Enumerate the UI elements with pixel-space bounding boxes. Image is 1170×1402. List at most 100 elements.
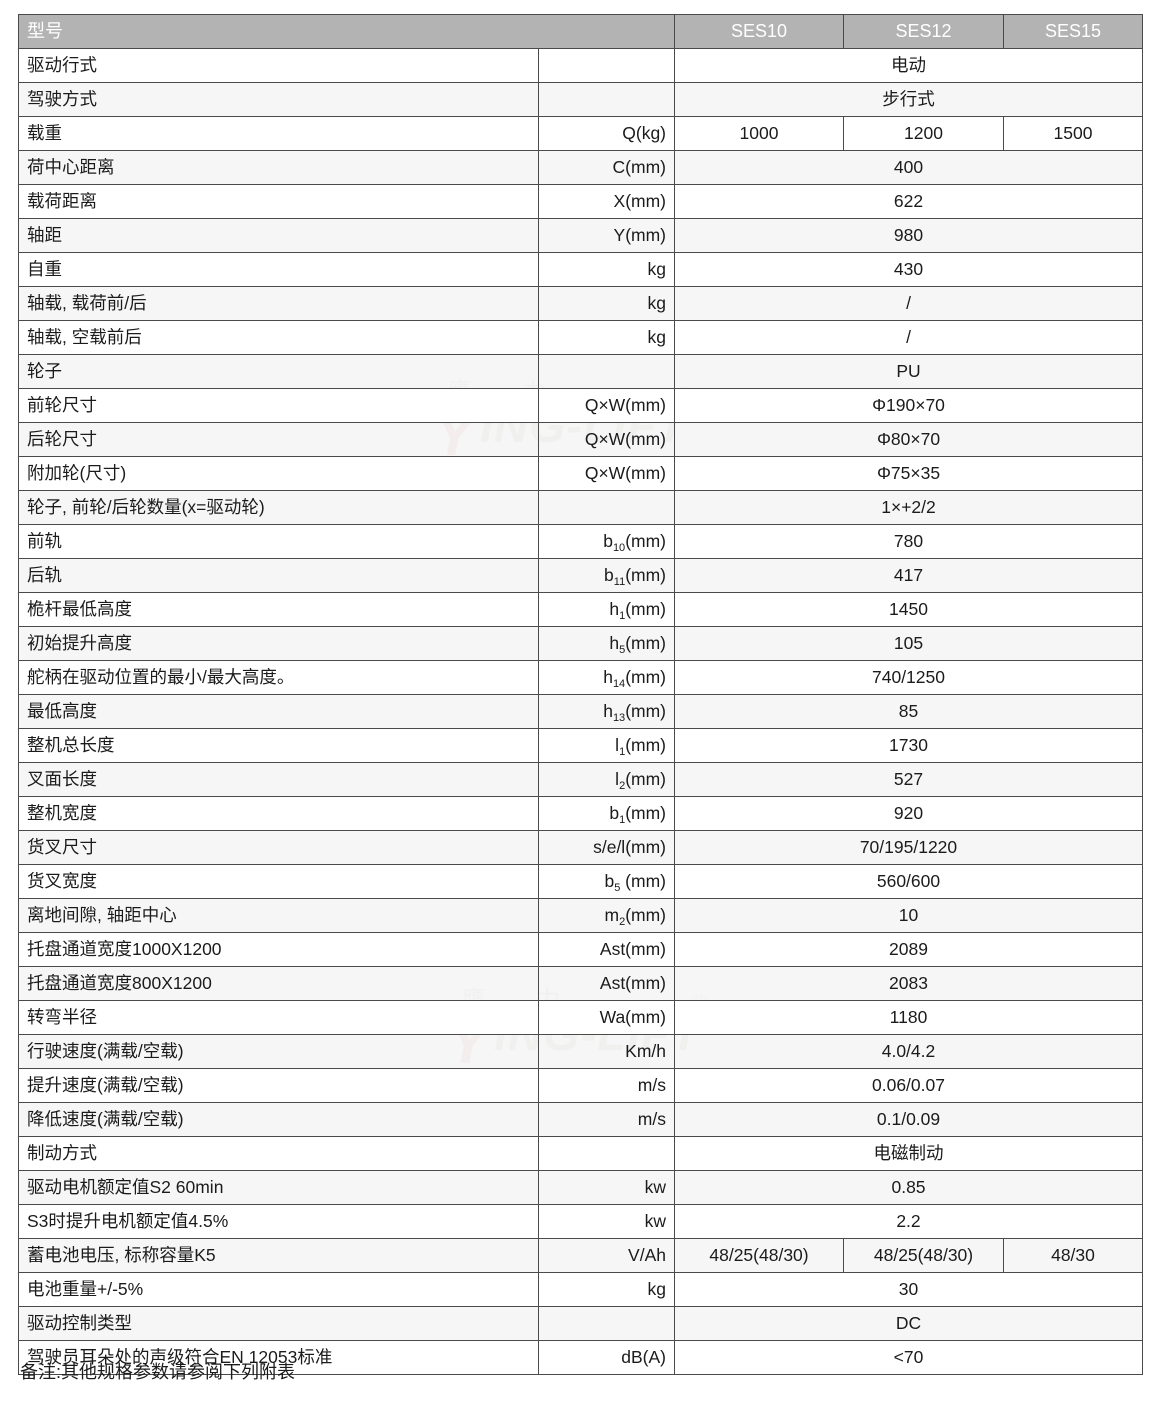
row-unit: Q×W(mm) bbox=[538, 456, 675, 491]
row-label: 托盘通道宽度800X1200 bbox=[18, 966, 539, 1001]
row-label: 载荷距离 bbox=[18, 184, 539, 219]
row-label: 自重 bbox=[18, 252, 539, 287]
header-model-1: SES10 bbox=[674, 14, 844, 49]
row-label: 后轨 bbox=[18, 558, 539, 593]
row-value-model-1: 48/25(48/30) bbox=[674, 1238, 844, 1273]
row-unit: Q(kg) bbox=[538, 116, 675, 151]
table-body: 型号 SES10 SES12 SES15 驱动行式 电动 驾驶方式 步行式 载重 Q(kg) 100… bbox=[18, 14, 1143, 1375]
row-value-all: 4.0/4.2 bbox=[674, 1034, 1143, 1069]
table-row: 货叉宽度 b5 (mm) 560/600 bbox=[18, 864, 1143, 899]
row-value-all: 527 bbox=[674, 762, 1143, 797]
row-value-all: 105 bbox=[674, 626, 1143, 661]
row-value-all: 1180 bbox=[674, 1000, 1143, 1035]
row-label: 载重 bbox=[18, 116, 539, 151]
table-row: 轴载, 空载前后 kg / bbox=[18, 320, 1143, 355]
table-row: 轴载, 载荷前/后 kg / bbox=[18, 286, 1143, 321]
row-unit: b10(mm) bbox=[538, 524, 675, 559]
row-label: 前轮尺寸 bbox=[18, 388, 539, 423]
table-row: 整机总长度 l1(mm) 1730 bbox=[18, 728, 1143, 763]
table-row: 提升速度(满载/空载) m/s 0.06/0.07 bbox=[18, 1068, 1143, 1103]
row-value-all: 417 bbox=[674, 558, 1143, 593]
row-value-all: 1×+2/2 bbox=[674, 490, 1143, 525]
row-label: 驾驶员耳朵处的声级符合EN 12053标准 bbox=[18, 1340, 539, 1375]
row-unit: X(mm) bbox=[538, 184, 675, 219]
row-value-all: 1730 bbox=[674, 728, 1143, 763]
row-unit: l2(mm) bbox=[538, 762, 675, 797]
row-unit: h5(mm) bbox=[538, 626, 675, 661]
row-unit: m/s bbox=[538, 1068, 675, 1103]
row-value-all: / bbox=[674, 320, 1143, 355]
row-value-all: 622 bbox=[674, 184, 1143, 219]
row-unit: Ast(mm) bbox=[538, 932, 675, 967]
row-label: 蓄电池电压, 标称容量K5 bbox=[18, 1238, 539, 1273]
row-unit: kg bbox=[538, 286, 675, 321]
row-value-all: / bbox=[674, 286, 1143, 321]
table-row: 附加轮(尺寸) Q×W(mm) Φ75×35 bbox=[18, 456, 1143, 491]
row-value-model-3: 1500 bbox=[1003, 116, 1143, 151]
row-unit: b5 (mm) bbox=[538, 864, 675, 899]
row-label: 荷中心距离 bbox=[18, 150, 539, 185]
row-label: 电池重量+/-5% bbox=[18, 1272, 539, 1307]
table-row: 载荷距离 X(mm) 622 bbox=[18, 184, 1143, 219]
table-row: 转弯半径 Wa(mm) 1180 bbox=[18, 1000, 1143, 1035]
row-label: 货叉宽度 bbox=[18, 864, 539, 899]
table-row: 降低速度(满载/空载) m/s 0.1/0.09 bbox=[18, 1102, 1143, 1137]
row-unit bbox=[538, 490, 675, 525]
row-value-all: 2089 bbox=[674, 932, 1143, 967]
table-row: 制动方式 电磁制动 bbox=[18, 1136, 1143, 1171]
row-unit bbox=[538, 82, 675, 117]
row-value-all: 电动 bbox=[674, 48, 1143, 83]
row-value-all: 0.85 bbox=[674, 1170, 1143, 1205]
row-label: 桅杆最低高度 bbox=[18, 592, 539, 627]
row-unit: h13(mm) bbox=[538, 694, 675, 729]
row-value-all: 30 bbox=[674, 1272, 1143, 1307]
row-value-all: 1450 bbox=[674, 592, 1143, 627]
table-row: 驱动行式 电动 bbox=[18, 48, 1143, 83]
row-value-all: DC bbox=[674, 1306, 1143, 1341]
row-label: 轴载, 载荷前/后 bbox=[18, 286, 539, 321]
table-row: 行驶速度(满载/空载) Km/h 4.0/4.2 bbox=[18, 1034, 1143, 1069]
row-unit bbox=[538, 1306, 675, 1341]
row-label: 前轨 bbox=[18, 524, 539, 559]
row-value-all: Φ75×35 bbox=[674, 456, 1143, 491]
header-model-label: 型号 bbox=[18, 14, 675, 49]
row-value-model-1: 1000 bbox=[674, 116, 844, 151]
row-label: 驱动行式 bbox=[18, 48, 539, 83]
row-label: 制动方式 bbox=[18, 1136, 539, 1171]
row-value-all: 560/600 bbox=[674, 864, 1143, 899]
row-value-all: PU bbox=[674, 354, 1143, 389]
header-model-2: SES12 bbox=[843, 14, 1004, 49]
row-label: 驱动电机额定值S2 60min bbox=[18, 1170, 539, 1205]
row-label: 叉面长度 bbox=[18, 762, 539, 797]
row-unit: m/s bbox=[538, 1102, 675, 1137]
row-label: 轴距 bbox=[18, 218, 539, 253]
row-unit: kg bbox=[538, 1272, 675, 1307]
row-value-all: 2083 bbox=[674, 966, 1143, 1001]
table-row: 前轨 b10(mm) 780 bbox=[18, 524, 1143, 559]
row-unit: m2(mm) bbox=[538, 898, 675, 933]
row-value-all: 430 bbox=[674, 252, 1143, 287]
row-label: 轮子 bbox=[18, 354, 539, 389]
table-row: 轮子 PU bbox=[18, 354, 1143, 389]
row-unit: l1(mm) bbox=[538, 728, 675, 763]
row-unit bbox=[538, 354, 675, 389]
row-label: 舵柄在驱动位置的最小/最大高度。 bbox=[18, 660, 539, 695]
header-model-3: SES15 bbox=[1003, 14, 1143, 49]
table-row: 自重 kg 430 bbox=[18, 252, 1143, 287]
row-unit: kw bbox=[538, 1170, 675, 1205]
row-unit: b1(mm) bbox=[538, 796, 675, 831]
row-unit: V/Ah bbox=[538, 1238, 675, 1273]
row-unit bbox=[538, 1136, 675, 1171]
row-label: S3时提升电机额定值4.5% bbox=[18, 1204, 539, 1239]
row-unit: Y(mm) bbox=[538, 218, 675, 253]
row-value-all: <70 bbox=[674, 1340, 1143, 1375]
table-row: 后轮尺寸 Q×W(mm) Φ80×70 bbox=[18, 422, 1143, 457]
table-row: 最低高度 h13(mm) 85 bbox=[18, 694, 1143, 729]
row-label: 轮子, 前轮/后轮数量(x=驱动轮) bbox=[18, 490, 539, 525]
row-label: 附加轮(尺寸) bbox=[18, 456, 539, 491]
row-label: 托盘通道宽度1000X1200 bbox=[18, 932, 539, 967]
table-row: 前轮尺寸 Q×W(mm) Φ190×70 bbox=[18, 388, 1143, 423]
table-row: 初始提升高度 h5(mm) 105 bbox=[18, 626, 1143, 661]
table-row: 托盘通道宽度1000X1200 Ast(mm) 2089 bbox=[18, 932, 1143, 967]
